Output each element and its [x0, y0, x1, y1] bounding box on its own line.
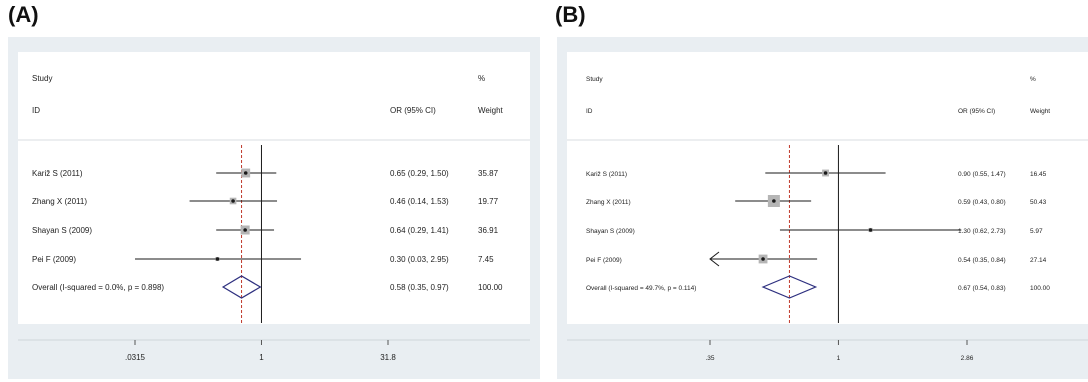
- x-tick-label: 1: [837, 355, 841, 362]
- point-estimate: [215, 257, 220, 261]
- point-estimate: [868, 228, 873, 232]
- overall-diamond: [221, 275, 262, 299]
- study-name: Kariž S (2011): [32, 169, 83, 178]
- point-estimate: [772, 199, 776, 203]
- point-estimate: [243, 228, 247, 232]
- header-study: Study: [586, 76, 603, 83]
- point-estimate: [231, 199, 235, 203]
- or-ci-label: 0.65 (0.29, 1.50): [390, 169, 449, 178]
- or-ci-label: 0.90 (0.55, 1.47): [958, 171, 1006, 178]
- weight-label: 5.97: [1030, 228, 1043, 235]
- header-weight: Weight: [1030, 108, 1050, 115]
- panel-a-label: (A): [8, 2, 39, 27]
- weight-label: 50.43: [1030, 199, 1047, 206]
- header-percent: %: [1030, 76, 1036, 83]
- or-ci-label: 0.64 (0.29, 1.41): [390, 226, 449, 235]
- study-name: Shayan S (2009): [586, 228, 635, 235]
- ci-arrow: [709, 251, 720, 267]
- study-name: Kariž S (2011): [586, 171, 627, 178]
- overall-diamond: [761, 275, 818, 299]
- or-ci-label: 0.30 (0.03, 2.95): [390, 255, 449, 264]
- or-ci-label: 1.30 (0.62, 2.73): [958, 228, 1006, 235]
- x-tick-label: .0315: [125, 353, 146, 362]
- overall-weight-label: 100.00: [1030, 285, 1050, 292]
- overall-or-label: 0.67 (0.54, 0.83): [958, 285, 1006, 292]
- panel-b-plot-area: [567, 52, 1088, 324]
- x-tick-label: .35: [705, 355, 714, 362]
- panel-a-plot-area: [18, 52, 530, 324]
- or-ci-label: 0.46 (0.14, 1.53): [390, 197, 449, 206]
- study-name: Pei F (2009): [586, 257, 622, 264]
- overall-or-label: 0.58 (0.35, 0.97): [390, 283, 449, 292]
- or-ci-label: 0.54 (0.35, 0.84): [958, 257, 1006, 264]
- header-study: Study: [32, 74, 52, 83]
- or-ci-label: 0.59 (0.43, 0.80): [958, 199, 1006, 206]
- header-or: OR (95% CI): [958, 108, 995, 115]
- weight-label: 16.45: [1030, 171, 1047, 178]
- weight-label: 19.77: [478, 197, 499, 206]
- point-estimate: [243, 171, 248, 175]
- point-estimate: [823, 171, 828, 175]
- x-tick-label: 1: [259, 353, 264, 362]
- overall-label: Overall (I-squared = 0.0%, p = 0.898): [32, 283, 164, 292]
- x-tick-label: 31.8: [380, 353, 396, 362]
- header-id: ID: [32, 106, 40, 115]
- study-name: Zhang X (2011): [32, 197, 87, 206]
- study-name: Shayan S (2009): [32, 226, 92, 235]
- x-tick-label: 2.86: [961, 355, 974, 362]
- weight-label: 36.91: [478, 226, 499, 235]
- study-name: Zhang X (2011): [586, 199, 631, 206]
- overall-weight-label: 100.00: [478, 283, 503, 292]
- weight-label: 27.14: [1030, 257, 1047, 264]
- weight-label: 7.45: [478, 255, 494, 264]
- header-percent: %: [478, 74, 485, 83]
- header-weight: Weight: [478, 106, 504, 115]
- header-or: OR (95% CI): [390, 106, 436, 115]
- panel-b-label: (B): [555, 2, 586, 27]
- point-estimate: [761, 257, 765, 261]
- header-id: ID: [586, 108, 593, 115]
- weight-label: 35.87: [478, 169, 499, 178]
- study-name: Pei F (2009): [32, 255, 76, 264]
- overall-label: Overall (I-squared = 49.7%, p = 0.114): [586, 285, 696, 292]
